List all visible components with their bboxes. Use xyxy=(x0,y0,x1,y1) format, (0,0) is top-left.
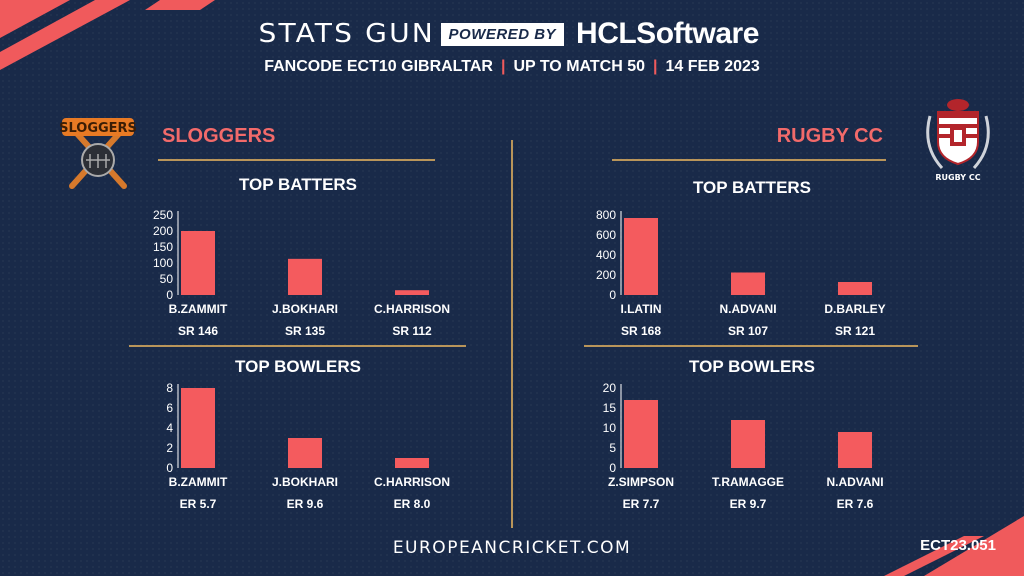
bar-bzammit xyxy=(181,388,215,468)
panel-title-left-bowlers: TOP BOWLERS xyxy=(235,357,361,376)
category-label: J.BOKHARI xyxy=(272,475,338,489)
y-tick-label: 15 xyxy=(603,401,617,415)
category-label: B.ZAMMIT xyxy=(169,302,228,316)
rate-label: ER 8.0 xyxy=(394,497,431,511)
bar-charrison xyxy=(395,458,429,468)
y-tick-label: 10 xyxy=(603,421,617,435)
panel-title-right-bowlers: TOP BOWLERS xyxy=(689,357,815,376)
rate-label: ER 9.7 xyxy=(730,497,767,511)
y-tick-label: 250 xyxy=(153,208,173,222)
category-label: D.BARLEY xyxy=(824,302,885,316)
y-tick-label: 600 xyxy=(596,228,616,242)
y-tick-label: 6 xyxy=(166,401,173,415)
subtitle: FANCODE ECT10 GIBRALTAR | UP TO MATCH 50… xyxy=(0,58,1024,76)
chart-sloggers-batters: 0 50 100 150 200 250 B.ZAMMIT SR 146 J.BOKHARI SR… xyxy=(153,208,450,338)
competition-name: FANCODE ECT10 GIBRALTAR xyxy=(264,58,493,75)
footer-site: EUROPEANCRICKET.COM xyxy=(392,538,632,558)
rugby-cc-logo: RUGBY CC xyxy=(920,96,996,188)
rate-label: ER 7.7 xyxy=(623,497,660,511)
y-tick-label: 0 xyxy=(609,461,616,475)
chart-rugby-batters: 0 200 400 600 800 I.LATIN SR 168 N.ADVANI SR 107… xyxy=(596,208,886,338)
powered-by-badge: POWERED BY xyxy=(440,22,565,46)
category-label: T.RAMAGGE xyxy=(712,475,784,489)
y-tick-label: 50 xyxy=(160,272,174,286)
y-tick-label: 800 xyxy=(596,208,616,222)
rate-label: SR 112 xyxy=(392,324,432,338)
category-label: J.BOKHARI xyxy=(272,302,338,316)
y-tick-label: 100 xyxy=(153,256,173,270)
y-tick-label: 5 xyxy=(609,441,616,455)
decorative-stripes-top-left xyxy=(0,0,220,80)
y-tick-label: 0 xyxy=(166,288,173,302)
section-rule-left xyxy=(129,345,466,347)
team-name-right: RUGBY CC xyxy=(776,125,883,147)
decorative-stripes-bottom-right xyxy=(864,496,1024,576)
team-rule-right xyxy=(612,159,886,161)
bar-dbarley xyxy=(838,282,872,295)
y-tick-label: 200 xyxy=(596,268,616,282)
rate-label: SR 107 xyxy=(728,324,768,338)
y-tick-label: 20 xyxy=(603,381,617,395)
chart-rugby-bowlers: 0 5 10 15 20 Z.SIMPSON ER 7.7 T.RAMAGGE ER 9.7 N.… xyxy=(603,381,884,511)
bar-nadvani xyxy=(731,272,765,295)
rate-label: ER 9.6 xyxy=(287,497,324,511)
chart-sloggers-bowlers: 0 2 4 6 8 B.ZAMMIT ER 5.7 J.BOKHARI ER 9.6 C.HARR… xyxy=(166,381,450,511)
panel-title-right-batters: TOP BATTERS xyxy=(692,178,812,197)
category-label: B.ZAMMIT xyxy=(169,475,228,489)
y-tick-label: 400 xyxy=(596,248,616,262)
sloggers-logo-text: SLOGGERS xyxy=(59,121,137,136)
rate-label: SR 146 xyxy=(178,324,218,338)
y-tick-label: 150 xyxy=(153,240,173,254)
y-tick-label: 0 xyxy=(609,288,616,302)
bar-tramagge xyxy=(731,420,765,468)
y-tick-label: 200 xyxy=(153,224,173,238)
center-divider xyxy=(511,140,513,528)
y-tick-label: 0 xyxy=(166,461,173,475)
footer-code: ECT23.051 xyxy=(920,537,996,554)
bar-charrison xyxy=(395,290,429,295)
team-name-left: SLOGGERS xyxy=(162,125,276,147)
bar-ilatin xyxy=(624,218,658,295)
rate-label: SR 168 xyxy=(621,324,661,338)
match-range: UP TO MATCH 50 xyxy=(513,58,646,75)
category-label: C.HARRISON xyxy=(374,475,450,489)
date: 14 FEB 2023 xyxy=(665,58,760,75)
category-label: N.ADVANI xyxy=(719,302,776,316)
rate-label: SR 135 xyxy=(285,324,325,338)
bar-nadvani xyxy=(838,432,872,468)
rugby-cc-logo-text: RUGBY CC xyxy=(935,173,980,182)
category-label: N.ADVANI xyxy=(826,475,883,489)
sponsor-logo-text: HCLSoftware xyxy=(576,17,759,50)
rate-label: ER 5.7 xyxy=(180,497,217,511)
team-rule-left xyxy=(158,159,435,161)
y-tick-label: 2 xyxy=(166,441,173,455)
separator: | xyxy=(500,58,506,75)
header: STATS GUN POWERED BY HCLSoftware FANCODE… xyxy=(0,14,1024,76)
bar-zsimpson xyxy=(624,400,658,468)
separator: | xyxy=(653,58,658,75)
rate-label: ER 7.6 xyxy=(837,497,874,511)
category-label: Z.SIMPSON xyxy=(608,475,674,489)
bar-jbokhari xyxy=(288,258,322,295)
bar-bzammit xyxy=(181,231,215,295)
section-rule-right xyxy=(584,345,918,347)
y-tick-label: 4 xyxy=(166,421,173,435)
y-tick-label: 8 xyxy=(166,381,173,395)
category-label: C.HARRISON xyxy=(374,302,450,316)
brand-title: STATS GUN xyxy=(258,19,436,49)
sloggers-logo: SLOGGERS xyxy=(58,108,138,190)
category-label: I.LATIN xyxy=(620,302,661,316)
bar-jbokhari xyxy=(288,438,322,468)
panel-title-left-batters: TOP BATTERS xyxy=(238,175,358,194)
rate-label: SR 121 xyxy=(835,324,875,338)
